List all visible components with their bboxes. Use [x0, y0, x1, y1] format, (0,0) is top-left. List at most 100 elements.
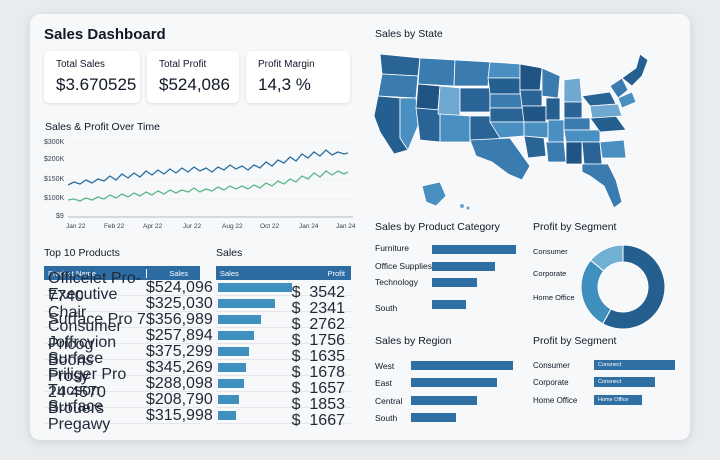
category-bar[interactable] [432, 262, 495, 271]
line-chart-title: Sales & Profit Over Time [45, 121, 160, 133]
donut-slice-consumer[interactable] [602, 244, 666, 330]
page-title: Sales Dashboard [44, 26, 166, 43]
table-row[interactable]: Executive Chair $325,030 [44, 286, 213, 321]
state-region [487, 77, 521, 95]
product-sales: $208,790 [146, 390, 213, 408]
top-products-table: Product Name Sales Officelet Pro- 7740 $5… [44, 266, 213, 433]
region-bar[interactable] [411, 396, 478, 405]
category-bar[interactable] [432, 245, 516, 254]
table-row[interactable]: $ 1667 [216, 408, 351, 429]
column-header[interactable]: Product Name [48, 268, 96, 278]
segment-bar[interactable]: Consnect [594, 360, 675, 370]
y-tick: $150K [44, 176, 65, 183]
profit-value: $ 1635 [291, 348, 345, 365]
table-row[interactable]: Surface Pro 7 $356,989 [44, 310, 213, 328]
segment-label: Consumer [533, 361, 570, 370]
product-sales: $325,030 [146, 294, 213, 312]
x-tick: Oct 22 [260, 223, 280, 230]
state-region [379, 53, 421, 77]
table-row[interactable]: Tucson Brouers $208,790 [44, 382, 213, 417]
table-row[interactable]: Officelet Pro- 7740 $524,096 [44, 270, 213, 305]
segment-label: Corporate [533, 269, 567, 278]
donut-slice-corporate[interactable] [580, 259, 612, 325]
region-title: Sales by Region [375, 335, 452, 347]
sales-bar [218, 395, 240, 404]
table-header: Sales Profit [216, 266, 351, 280]
profit-value: $ 1853 [291, 396, 345, 413]
table-body: $ 3542 $ 2341 $ 2762 $ 1756 $ 1635 $ 1678 $ 16… [216, 280, 351, 429]
segment-bar[interactable]: Consnect [594, 377, 655, 387]
kpi-total-sales[interactable]: Total Sales $3.670525 [44, 51, 140, 103]
state-region [581, 163, 623, 209]
category-title: Sales by Product Category [375, 221, 500, 233]
state-region [621, 53, 649, 87]
kpi-label: Total Sales [56, 59, 105, 70]
segment-bar[interactable]: Home Office [594, 395, 642, 405]
state-region [489, 93, 523, 109]
state-region [609, 77, 629, 99]
state-region [439, 113, 471, 143]
sales-bar [218, 379, 244, 388]
column-header[interactable]: Sales [146, 268, 200, 278]
table-row[interactable]: $ 1853 [216, 392, 351, 413]
table-row[interactable]: $ 1657 [216, 376, 351, 397]
x-tick: Apr 22 [143, 223, 163, 230]
table-row[interactable]: $ 2762 [216, 312, 351, 333]
state-region [437, 85, 461, 117]
segment-label: Home Office [533, 396, 578, 405]
region-bar[interactable] [411, 361, 513, 370]
donut-slice-home-office[interactable] [589, 244, 624, 272]
product-name: Consumer Pricog [48, 317, 122, 353]
sales-bar [218, 315, 261, 324]
table-row[interactable]: $ 1756 [216, 328, 351, 349]
state-region [563, 117, 591, 131]
table-row[interactable]: Consumer Pricog $257,894 [44, 318, 213, 353]
us-map [373, 53, 649, 211]
state-region [563, 77, 583, 103]
column-header[interactable]: Sales [220, 268, 239, 278]
category-bar[interactable] [432, 300, 467, 309]
state-region [521, 105, 547, 123]
product-sales: $257,894 [146, 326, 213, 344]
kpi-profit-margin[interactable]: Profit Margin 14,3 % [246, 51, 350, 103]
kpi-value: $3.670525 [56, 75, 137, 94]
state-region [415, 83, 441, 111]
table-row[interactable]: Joffrcvion Boons $375,299 [44, 334, 213, 369]
product-sales: $288,098 [146, 374, 213, 392]
column-header[interactable]: Profit [327, 268, 345, 278]
product-name: Surface Pregawy [48, 397, 111, 433]
table-row[interactable]: $ 1678 [216, 360, 351, 381]
table-row[interactable]: $ 2341 [216, 296, 351, 317]
state-region [589, 103, 623, 119]
segment-donut-title: Profit by Segment [533, 221, 617, 233]
table-row[interactable]: Surface Pregawy $315,998 [44, 398, 213, 433]
sales-bar [218, 283, 292, 292]
state-region [545, 141, 567, 163]
kpi-total-profit[interactable]: Total Profit $524,086 [147, 51, 239, 103]
x-tick: Jur 22 [183, 223, 202, 230]
state-region [581, 91, 617, 107]
region-bar[interactable] [411, 413, 456, 422]
profit-value: $ 1667 [291, 412, 345, 429]
profit-value: $ 1678 [291, 364, 345, 381]
product-sales: $356,989 [146, 310, 213, 328]
table-row[interactable]: Surface Prosy $345,269 [44, 350, 213, 385]
sales-table: Sales Profit $ 3542 $ 2341 $ 2762 $ 1756 $ 1… [216, 266, 351, 429]
category-label: Furniture [375, 243, 410, 253]
state-region [417, 57, 456, 87]
product-name: Officelet Pro- 7740 [48, 269, 142, 305]
table-row[interactable]: $ 1635 [216, 344, 351, 365]
state-region [453, 59, 491, 87]
state-region [563, 101, 583, 119]
hawaii-region [459, 203, 465, 209]
state-region [519, 63, 543, 91]
category-bar[interactable] [432, 278, 478, 287]
table-row[interactable]: Friliger Pro 24 4570 $288,098 [44, 366, 213, 401]
state-region [581, 141, 603, 165]
region-bar[interactable] [411, 378, 497, 387]
kpi-label: Profit Margin [258, 59, 315, 70]
table-row[interactable]: $ 3542 [216, 280, 351, 301]
product-name: Executive Chair [48, 285, 118, 321]
state-region [599, 139, 627, 159]
category-label: South [375, 303, 398, 313]
